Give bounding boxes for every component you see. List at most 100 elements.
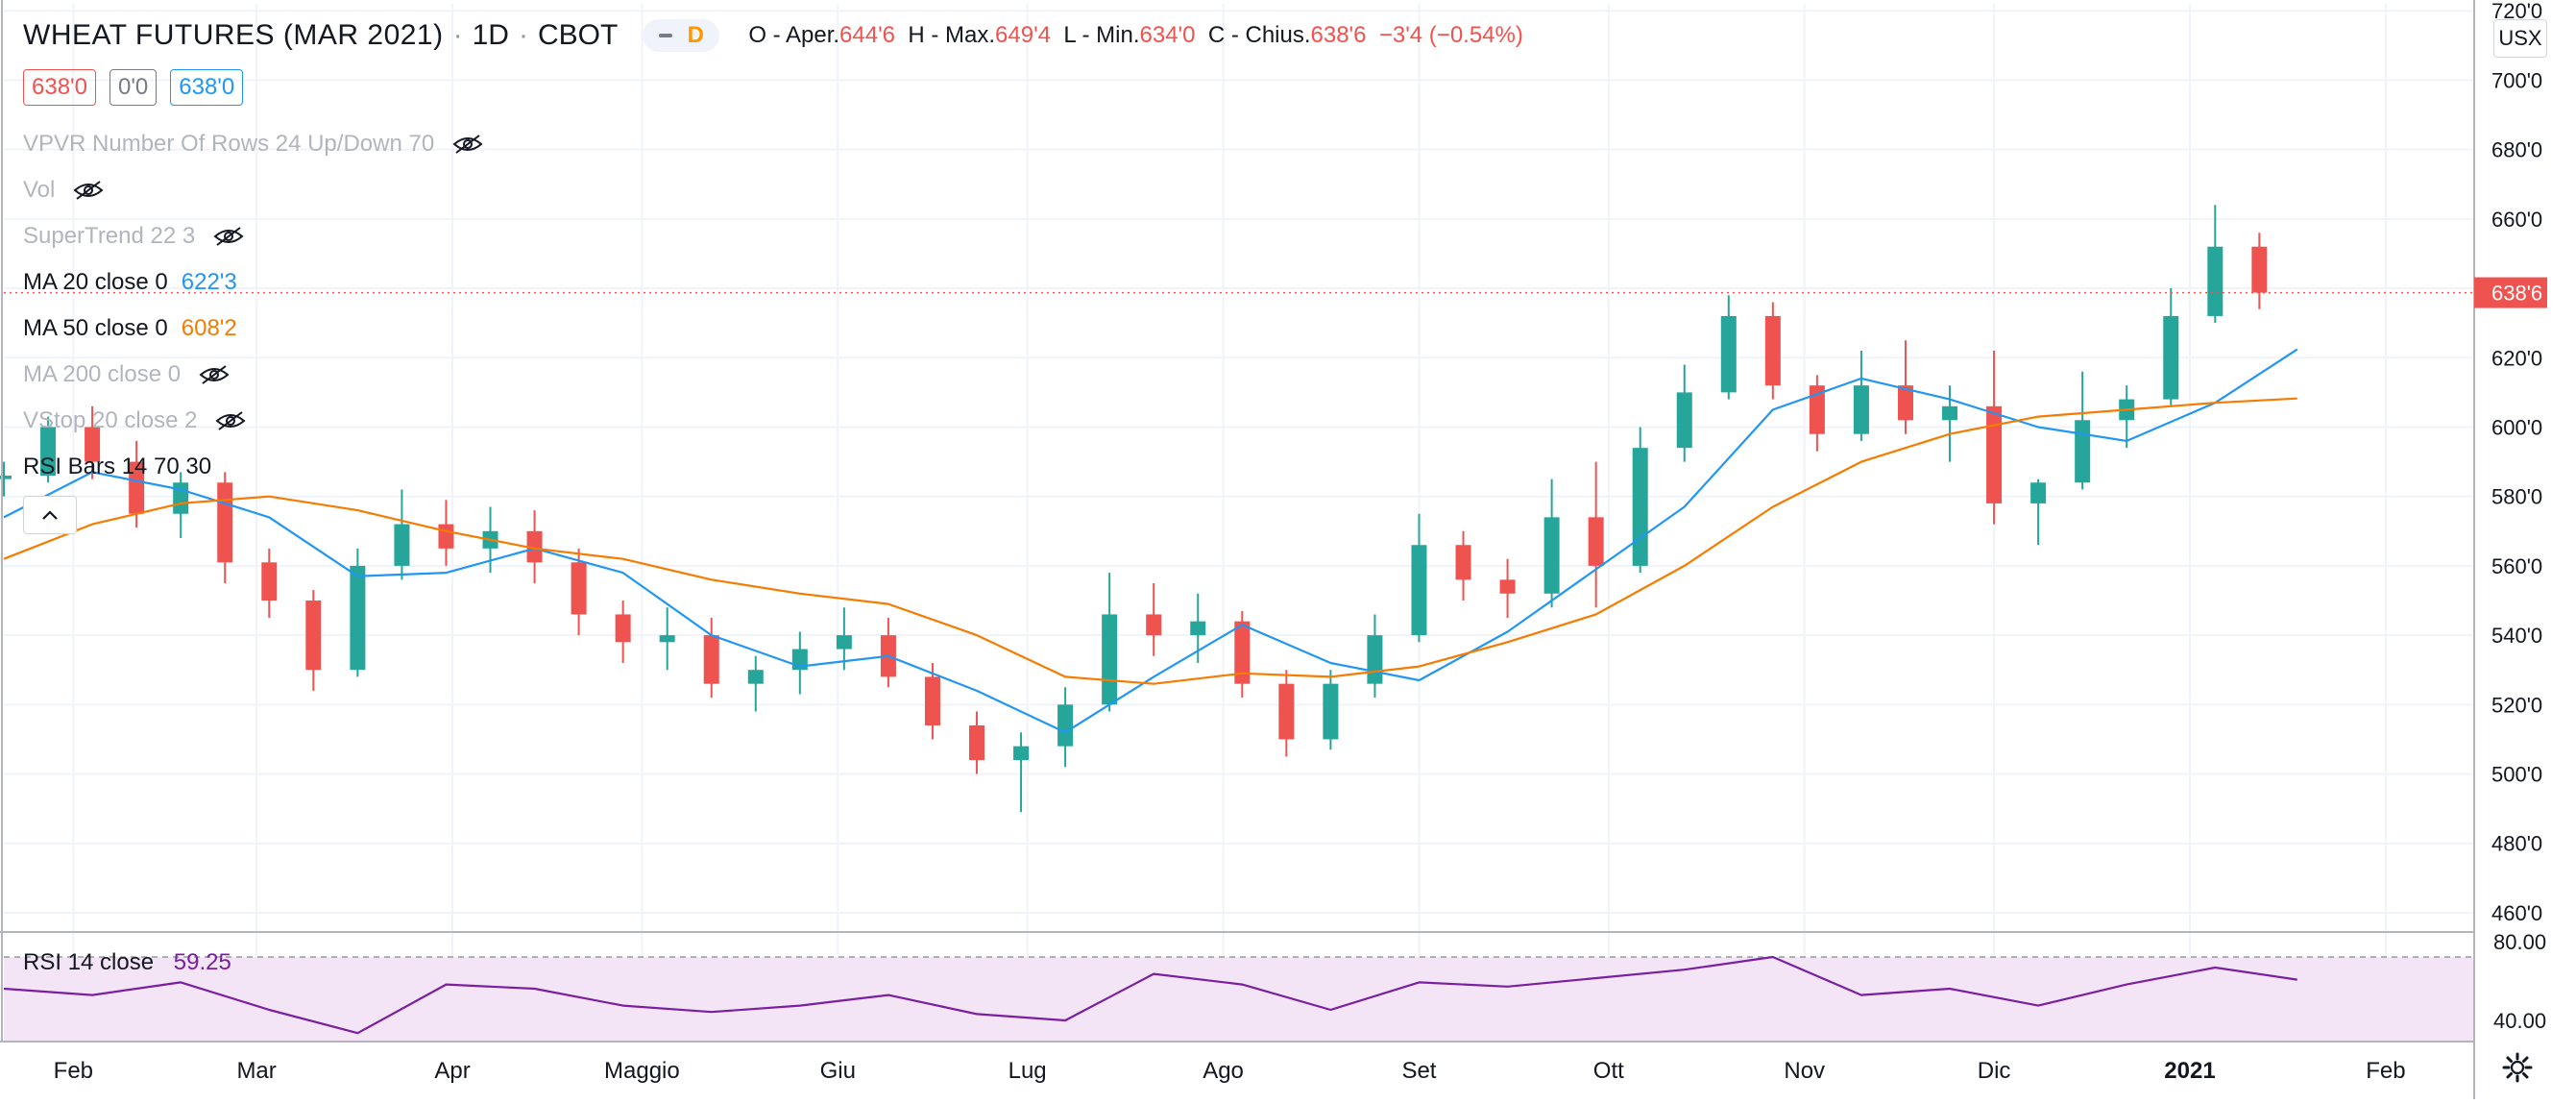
candle[interactable] (1146, 582, 1162, 656)
candle-body[interactable] (0, 476, 12, 479)
candle[interactable] (1190, 593, 1206, 663)
candle-body[interactable] (571, 562, 587, 615)
price-axis[interactable]: 720'0700'0680'0660'0640'0620'0600'0580'0… (2474, 0, 2547, 1033)
candle-body[interactable] (217, 482, 233, 563)
candle-body[interactable] (2207, 246, 2224, 316)
candle[interactable] (526, 510, 543, 583)
candle-body[interactable] (2251, 246, 2268, 293)
indicator-vol[interactable]: Vol (23, 177, 105, 204)
candle[interactable] (2163, 288, 2179, 406)
eye-crossed-icon[interactable] (212, 226, 245, 247)
indicator-supertrend[interactable]: SuperTrend 22 3 (23, 223, 245, 250)
rsi-legend[interactable]: RSI 14 close 59.25 (23, 949, 231, 976)
candle[interactable] (305, 590, 322, 691)
candle-body[interactable] (747, 670, 764, 684)
candle[interactable] (394, 489, 410, 580)
candle[interactable] (1102, 573, 1118, 712)
candle-body[interactable] (85, 427, 101, 462)
candle[interactable] (2030, 478, 2047, 546)
candle[interactable] (1057, 687, 1074, 768)
candle-body[interactable] (1190, 621, 1206, 636)
candle[interactable] (85, 405, 101, 479)
candle-body[interactable] (305, 601, 322, 671)
candle-body[interactable] (2075, 420, 2091, 483)
candle-body[interactable] (394, 524, 410, 566)
candle[interactable] (40, 416, 57, 483)
candle[interactable] (1942, 385, 1958, 462)
candle-body[interactable] (2030, 482, 2047, 503)
candle-body[interactable] (1102, 614, 1118, 705)
indicator-vpvr[interactable]: VPVR Number Of Rows 24 Up/Down 70 (23, 131, 484, 158)
indicator-ma20[interactable]: MA 20 close 0 622'3 (23, 269, 237, 296)
candle[interactable] (880, 618, 896, 688)
candle-body[interactable] (1013, 746, 1030, 761)
candle[interactable] (571, 548, 587, 636)
candle-body[interactable] (1853, 385, 1869, 434)
candle-body[interactable] (836, 635, 852, 650)
eye-crossed-icon[interactable] (72, 180, 105, 201)
eye-crossed-icon[interactable] (198, 364, 231, 385)
interval-label[interactable]: 1D (472, 19, 509, 51)
candle-body[interactable] (1278, 683, 1295, 740)
candle-body[interactable] (615, 614, 631, 643)
candle-body[interactable] (40, 427, 57, 477)
candle-body[interactable] (1367, 635, 1383, 684)
collapse-legend-button[interactable] (23, 496, 77, 534)
eye-crossed-icon[interactable] (214, 410, 247, 431)
candle[interactable] (1278, 670, 1295, 757)
candle-body[interactable] (1942, 405, 1958, 421)
candle[interactable] (659, 607, 675, 671)
candle-body[interactable] (1720, 315, 1737, 393)
candle[interactable] (747, 655, 764, 712)
candle[interactable] (703, 618, 719, 699)
indicator-vstop[interactable]: VStop 20 close 2 (23, 407, 247, 434)
candle[interactable] (1986, 351, 2003, 525)
candle-body[interactable] (261, 562, 278, 601)
candle[interactable] (2251, 233, 2268, 309)
candle[interactable] (1013, 732, 1030, 813)
candle[interactable] (1676, 364, 1692, 462)
candle[interactable] (1543, 478, 1560, 608)
candle[interactable] (1499, 558, 1516, 619)
candle[interactable] (615, 601, 631, 663)
candle[interactable] (1323, 670, 1339, 750)
indicator-ma50[interactable]: MA 50 close 0 608'2 (23, 315, 237, 342)
market-status-pill[interactable]: D (643, 19, 720, 52)
candle-body[interactable] (1057, 704, 1074, 747)
candle[interactable] (1764, 302, 1781, 400)
candle-body[interactable] (1588, 517, 1604, 566)
candle[interactable] (1367, 614, 1383, 699)
candle-body[interactable] (1146, 614, 1162, 636)
candle-body[interactable] (1411, 545, 1427, 636)
candle-body[interactable] (1809, 385, 1825, 434)
candle[interactable] (1720, 295, 1737, 400)
candle[interactable] (1897, 340, 1913, 434)
candle[interactable] (791, 631, 808, 695)
eye-crossed-icon[interactable] (451, 134, 484, 155)
candle-body[interactable] (1499, 579, 1516, 594)
candle-body[interactable] (350, 565, 366, 671)
candle[interactable] (350, 548, 366, 677)
symbol-name[interactable]: WHEAT FUTURES (MAR 2021) (23, 19, 444, 51)
candle-body[interactable] (1632, 448, 1648, 566)
candle-body[interactable] (526, 530, 543, 563)
candle-body[interactable] (1543, 517, 1560, 594)
candle-body[interactable] (1986, 405, 2003, 503)
time-axis[interactable]: Feb Mar Apr Maggio Giu Lug Ago Set Ott Nov Dic 2021… (54, 1058, 2406, 1084)
candle-body[interactable] (924, 676, 940, 725)
candle-body[interactable] (129, 461, 145, 514)
candle[interactable] (836, 607, 852, 671)
candle[interactable] (1588, 461, 1604, 608)
candle-body[interactable] (1676, 392, 1692, 449)
candle-body[interactable] (1323, 683, 1339, 740)
currency-unit-button[interactable]: USX (2493, 19, 2547, 58)
candle-body[interactable] (1455, 545, 1471, 580)
candle-body[interactable] (1764, 315, 1781, 386)
candle-body[interactable] (2163, 315, 2179, 400)
indicator-rsi-bars[interactable]: RSI Bars 14 70 30 (23, 454, 211, 480)
indicator-ma200[interactable]: MA 200 close 0 (23, 361, 231, 388)
candle[interactable] (261, 548, 278, 619)
candle-body[interactable] (438, 524, 454, 549)
candle-body[interactable] (1234, 621, 1251, 684)
